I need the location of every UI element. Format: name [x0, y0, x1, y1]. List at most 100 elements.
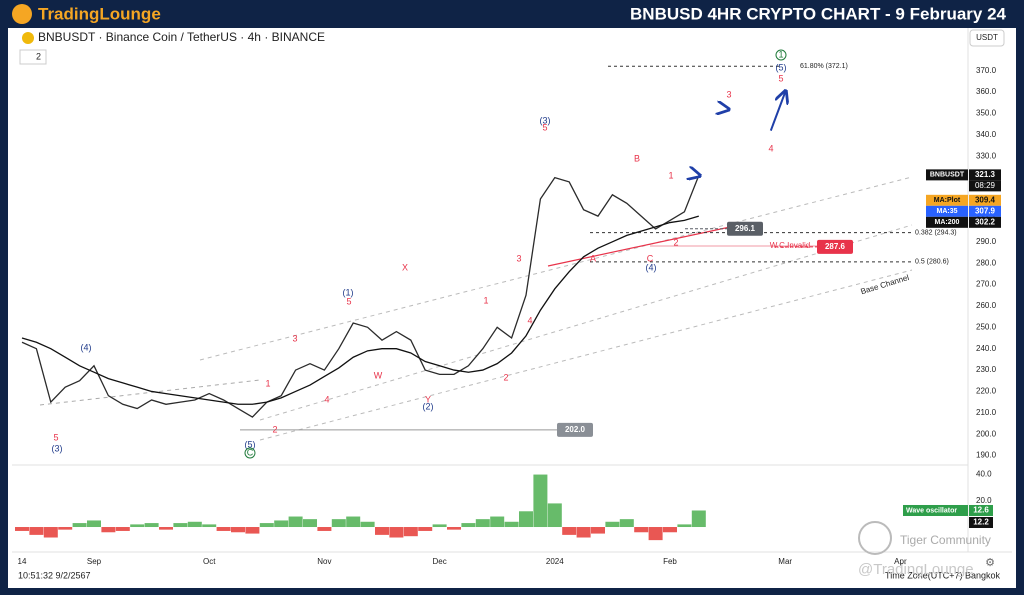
wave-label: 1: [483, 295, 488, 305]
osc-bar: [130, 524, 145, 528]
osc-bar: [202, 524, 217, 528]
osc-bar: [504, 521, 519, 528]
currency-button[interactable]: [969, 29, 1005, 47]
y-tick-label: 220.0: [976, 387, 997, 396]
wave-label: 4: [768, 143, 773, 153]
y-tick-label: 330.0: [976, 151, 997, 160]
osc-bar: [317, 527, 332, 531]
wave-label: A: [590, 253, 596, 263]
channel-line: [39, 379, 261, 406]
price-tag-name: BNBUSDT: [930, 172, 965, 179]
osc-value-box: [969, 504, 993, 516]
price-box: [727, 221, 763, 236]
price-tag-value: [969, 216, 1001, 228]
chart-area: [8, 28, 1016, 588]
y-tick-label: 260.0: [976, 301, 997, 310]
osc-bar: [375, 527, 389, 535]
wave-label: 1: [265, 378, 270, 388]
y-tick-label: 280.0: [976, 258, 997, 267]
osc-bar: [677, 524, 692, 528]
wave-label: (3): [540, 115, 551, 125]
osc-bar: [360, 521, 375, 528]
currency: USDT: [976, 33, 998, 42]
osc-bar: [591, 527, 605, 534]
price-box: [817, 239, 853, 254]
osc-bar: [101, 527, 116, 533]
x-tick-label: Apr: [894, 557, 907, 566]
price-box-label: 202.0: [565, 425, 586, 434]
page-title: BNBUSD 4HR CRYPTO CHART - 9 February 24: [630, 4, 1007, 23]
price-box: [557, 422, 593, 437]
osc-bar: [216, 527, 231, 531]
channel-line: [199, 176, 913, 361]
osc-name: Wave oscillator: [906, 507, 957, 514]
osc-bar: [547, 503, 562, 528]
x-tick-label: Dec: [432, 557, 446, 566]
osc-bar: [173, 523, 188, 528]
price-tag-value: [969, 205, 1001, 217]
osc-bar: [432, 524, 447, 528]
x-tick-label: Nov: [317, 557, 331, 566]
x-tick-label: Oct: [203, 557, 216, 566]
watermark: Tiger Community: [900, 533, 991, 547]
wave-label: (1): [343, 287, 354, 297]
price-tag-value: [969, 194, 1001, 206]
level-label: 0.5 (280.6): [915, 259, 949, 266]
osc-bar: [72, 523, 87, 528]
timezone: Time Zone(UTC+7) Bangkok: [885, 570, 1000, 580]
osc-bar: [634, 527, 649, 533]
wave-label: 2: [673, 237, 678, 247]
series-line: [21, 215, 699, 405]
indicator-count: 2: [36, 51, 41, 61]
y-tick-label: 290.0: [976, 237, 997, 246]
x-tick-label: Sep: [87, 557, 102, 566]
osc-value: 12.2: [973, 518, 989, 527]
y-tick-label: 200.0: [976, 429, 997, 438]
y-tick-label: 250.0: [976, 322, 997, 331]
wave-label: 5: [778, 73, 783, 83]
y-tick-label: 350.0: [976, 109, 997, 118]
price-box-label: 287.6: [825, 242, 846, 251]
wave-label: (4): [81, 342, 92, 352]
osc-bar: [475, 519, 490, 528]
osc-bar: [447, 527, 461, 530]
wave-label: X: [402, 262, 408, 272]
wave-label: 4: [527, 315, 532, 325]
watermark: @TradingLounge: [858, 561, 974, 578]
osc-bar: [144, 523, 159, 528]
osc-bar: [648, 527, 663, 541]
footer-time: 10:51:32 9/2/2567: [18, 570, 91, 580]
wave-label: W: [374, 370, 383, 380]
osc-bar: [619, 519, 634, 528]
osc-bar: [403, 527, 418, 537]
osc-bar: [87, 520, 101, 528]
price-tag: [926, 169, 968, 181]
osc-bar: [389, 527, 404, 538]
osc-bar: [29, 527, 44, 535]
settings-icon[interactable]: ⚙: [985, 557, 995, 569]
wave-label: (5): [776, 62, 787, 72]
channel-line: [259, 224, 913, 421]
osc-bar: [418, 527, 433, 531]
level-label: 61.80% (372.1): [800, 63, 848, 70]
osc-tick-label: 20.0: [976, 496, 992, 505]
countdown-box: [969, 180, 1001, 192]
wave-label: 2: [272, 424, 277, 434]
osc-bar: [43, 527, 58, 538]
osc-bar: [533, 474, 548, 528]
price-tag-name: MA:35: [936, 208, 957, 215]
osc-bar: [605, 521, 620, 528]
osc-bar: [562, 527, 577, 535]
y-tick-label: 230.0: [976, 365, 997, 374]
wave-label: C: [247, 447, 254, 457]
osc-tag: [903, 504, 968, 516]
price-tag: [926, 205, 968, 217]
series-line: [21, 175, 700, 418]
osc-bar: [58, 527, 73, 530]
price-box-label: 296.1: [735, 224, 756, 233]
indicator-toggle[interactable]: [19, 49, 47, 65]
symbol-line: BNBUSDT · Binance Coin / TetherUS · 4h ·…: [38, 30, 325, 44]
x-tick-label: Mar: [778, 557, 792, 566]
y-tick-label: 340.0: [976, 130, 997, 139]
